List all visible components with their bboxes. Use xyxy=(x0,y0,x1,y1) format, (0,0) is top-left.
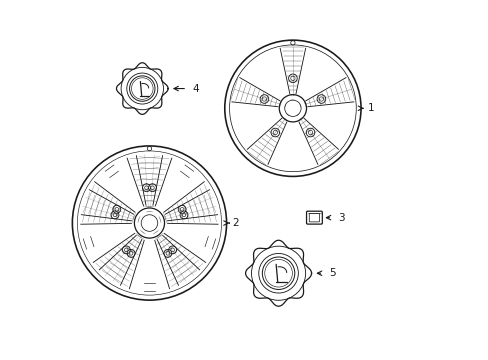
Text: 2: 2 xyxy=(231,218,238,228)
Text: 5: 5 xyxy=(328,268,335,278)
Text: 4: 4 xyxy=(192,84,199,94)
Text: 1: 1 xyxy=(367,103,374,113)
Text: 3: 3 xyxy=(337,213,344,222)
